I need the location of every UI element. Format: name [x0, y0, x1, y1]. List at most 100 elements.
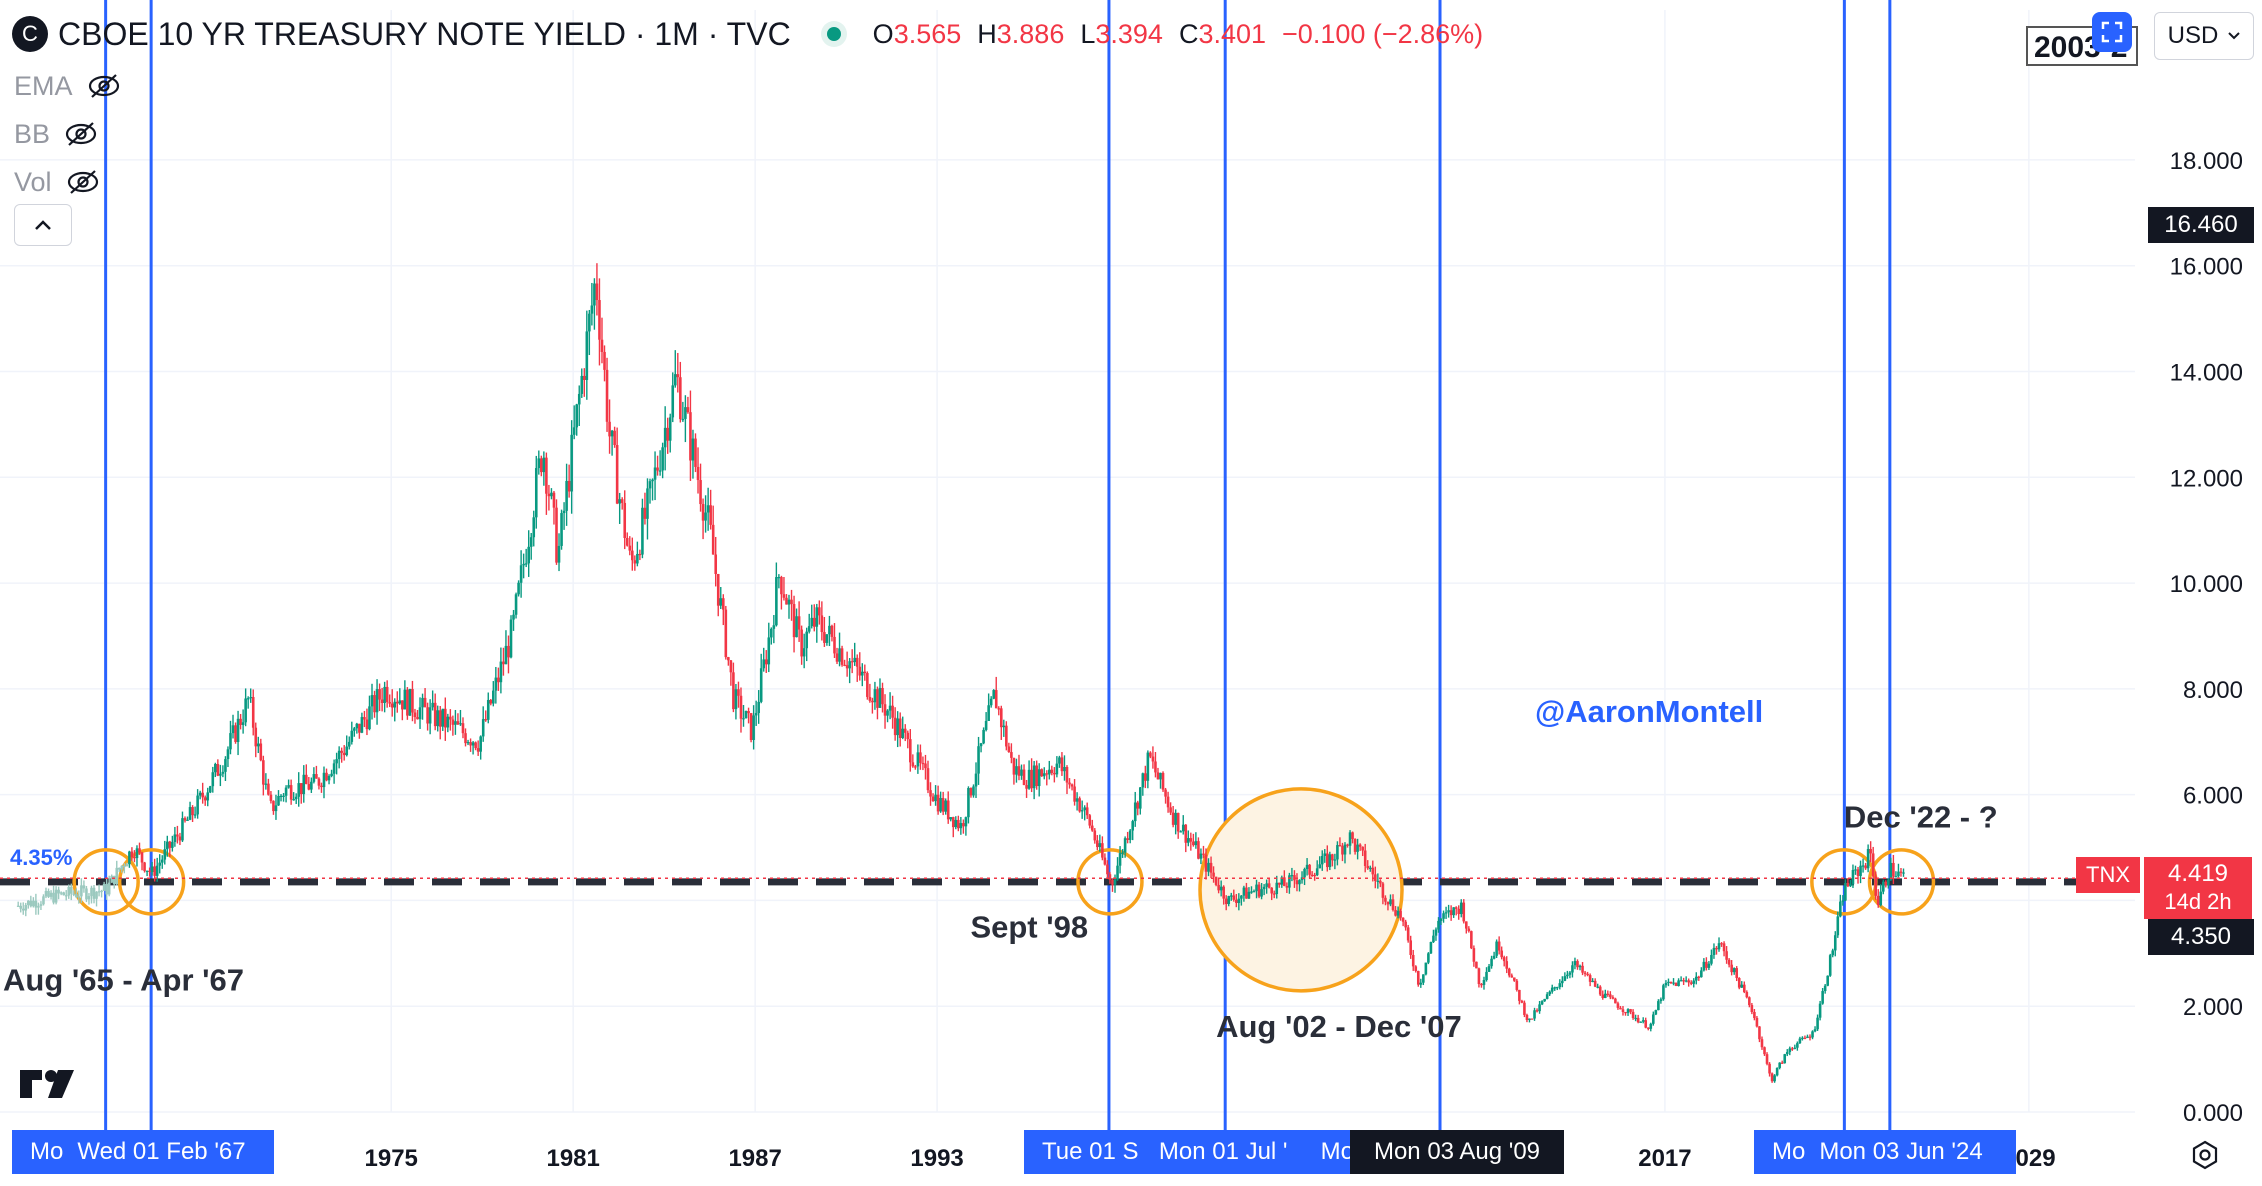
candle-body — [790, 599, 793, 605]
candle-body — [1015, 766, 1018, 775]
candle-body — [989, 698, 993, 706]
candle-body — [1616, 1003, 1620, 1008]
candle-body — [464, 733, 467, 744]
candle-body — [1674, 982, 1678, 987]
candle-body — [1583, 972, 1587, 974]
date-tag-left: Mo Wed 01 Feb '67 — [12, 1130, 274, 1174]
candle-body — [471, 742, 475, 746]
candle-body — [1763, 1047, 1766, 1055]
candle-body — [1854, 869, 1857, 871]
indicator-bb[interactable]: BB — [14, 110, 121, 158]
tradingview-logo-icon[interactable] — [18, 1066, 80, 1100]
candle-body — [792, 604, 796, 638]
candle-body — [1530, 1018, 1534, 1020]
eye-off-icon[interactable] — [64, 121, 98, 147]
eye-off-icon[interactable] — [87, 73, 121, 99]
date-tag-mid-a: Tue 01 S — [1042, 1138, 1139, 1165]
candle-body — [941, 798, 945, 812]
candle-body — [1242, 887, 1246, 896]
candle-body — [519, 565, 523, 583]
candle-body — [380, 699, 384, 703]
y-tick-label: 2.000 — [2183, 994, 2243, 1021]
candle-body — [982, 729, 985, 744]
x-tick-label: 1993 — [910, 1145, 963, 1172]
candle-body — [1844, 882, 1847, 901]
candle-body — [1032, 765, 1036, 789]
candle-body — [426, 707, 429, 724]
candle-body — [140, 852, 144, 863]
candle-body — [679, 377, 682, 420]
last-price-tag: 4.419 14d 2h — [2144, 857, 2252, 919]
candle-body — [77, 896, 81, 898]
candle-body — [1828, 955, 1832, 976]
candle-body — [456, 721, 460, 725]
candle-body — [133, 857, 136, 859]
candle-body — [1151, 756, 1155, 762]
candle-body — [967, 788, 970, 818]
candle-body — [358, 723, 361, 733]
candle-body — [886, 710, 889, 716]
open-label: O — [872, 18, 894, 49]
candle-body — [1588, 975, 1592, 982]
candle-body — [1603, 993, 1607, 998]
fullscreen-button[interactable] — [2092, 12, 2132, 52]
indicator-ema[interactable]: EMA — [14, 62, 121, 110]
candle-body — [706, 505, 710, 513]
candle-body — [1783, 1054, 1787, 1064]
candle-body — [891, 705, 894, 718]
candle-body — [507, 645, 510, 658]
candle-body — [860, 671, 864, 676]
candle-body — [330, 773, 333, 776]
candle-body — [1320, 855, 1324, 865]
candle-body — [1136, 802, 1140, 809]
collapse-legend-button[interactable] — [14, 204, 72, 246]
candle-body — [1141, 773, 1145, 788]
candle-body — [176, 834, 179, 837]
candle-body — [1035, 765, 1038, 787]
candle-body — [1750, 1005, 1754, 1013]
candle-body — [1060, 757, 1064, 772]
settings-gear-icon[interactable] — [2190, 1140, 2220, 1170]
candle-body — [1285, 885, 1289, 888]
chart-legend-header: C CBOE 10 YR TREASURY NOTE YIELD · 1M · … — [12, 12, 1483, 56]
candle-body — [317, 778, 321, 786]
candle-body — [75, 894, 78, 898]
candle-body — [373, 695, 376, 713]
candle-body — [178, 836, 182, 841]
y-tick-label: 16.000 — [2170, 254, 2243, 281]
candle-body — [1459, 902, 1463, 915]
market-status-dot-icon — [826, 27, 841, 41]
candle-body — [1005, 725, 1008, 747]
symbol-logo-icon[interactable]: C — [12, 16, 48, 52]
candle-body — [1070, 784, 1074, 787]
candle-body — [815, 607, 819, 627]
candle-body — [385, 686, 389, 703]
candle-body — [115, 867, 119, 885]
candle-body — [1679, 980, 1683, 982]
candle-body — [203, 797, 207, 801]
candle-body — [714, 554, 718, 575]
candle-body — [1027, 769, 1031, 789]
indicator-vol[interactable]: Vol — [14, 158, 121, 206]
candle-body — [1022, 769, 1026, 786]
candle-body — [643, 507, 647, 519]
candle-body — [406, 689, 409, 716]
candle-body — [1310, 874, 1314, 876]
candle-body — [820, 615, 824, 633]
candle-body — [1573, 961, 1577, 966]
candle-body — [332, 763, 336, 774]
candle-body — [1240, 895, 1243, 899]
fullscreen-icon — [2101, 21, 2123, 43]
x-tick-label: 1975 — [365, 1145, 418, 1172]
candle-body — [797, 616, 801, 630]
date-tag-right-b: Mon 03 Jun '24 — [1819, 1138, 1983, 1165]
candle-body — [1093, 830, 1097, 841]
currency-button[interactable]: USD — [2154, 12, 2254, 60]
candle-body — [1715, 947, 1718, 950]
candle-body — [1169, 807, 1172, 813]
eye-off-icon[interactable] — [66, 169, 100, 195]
symbol-title[interactable]: CBOE 10 YR TREASURY NOTE YIELD · 1M · TV… — [58, 15, 791, 52]
candle-body — [979, 743, 983, 747]
candle-body — [1245, 887, 1248, 899]
